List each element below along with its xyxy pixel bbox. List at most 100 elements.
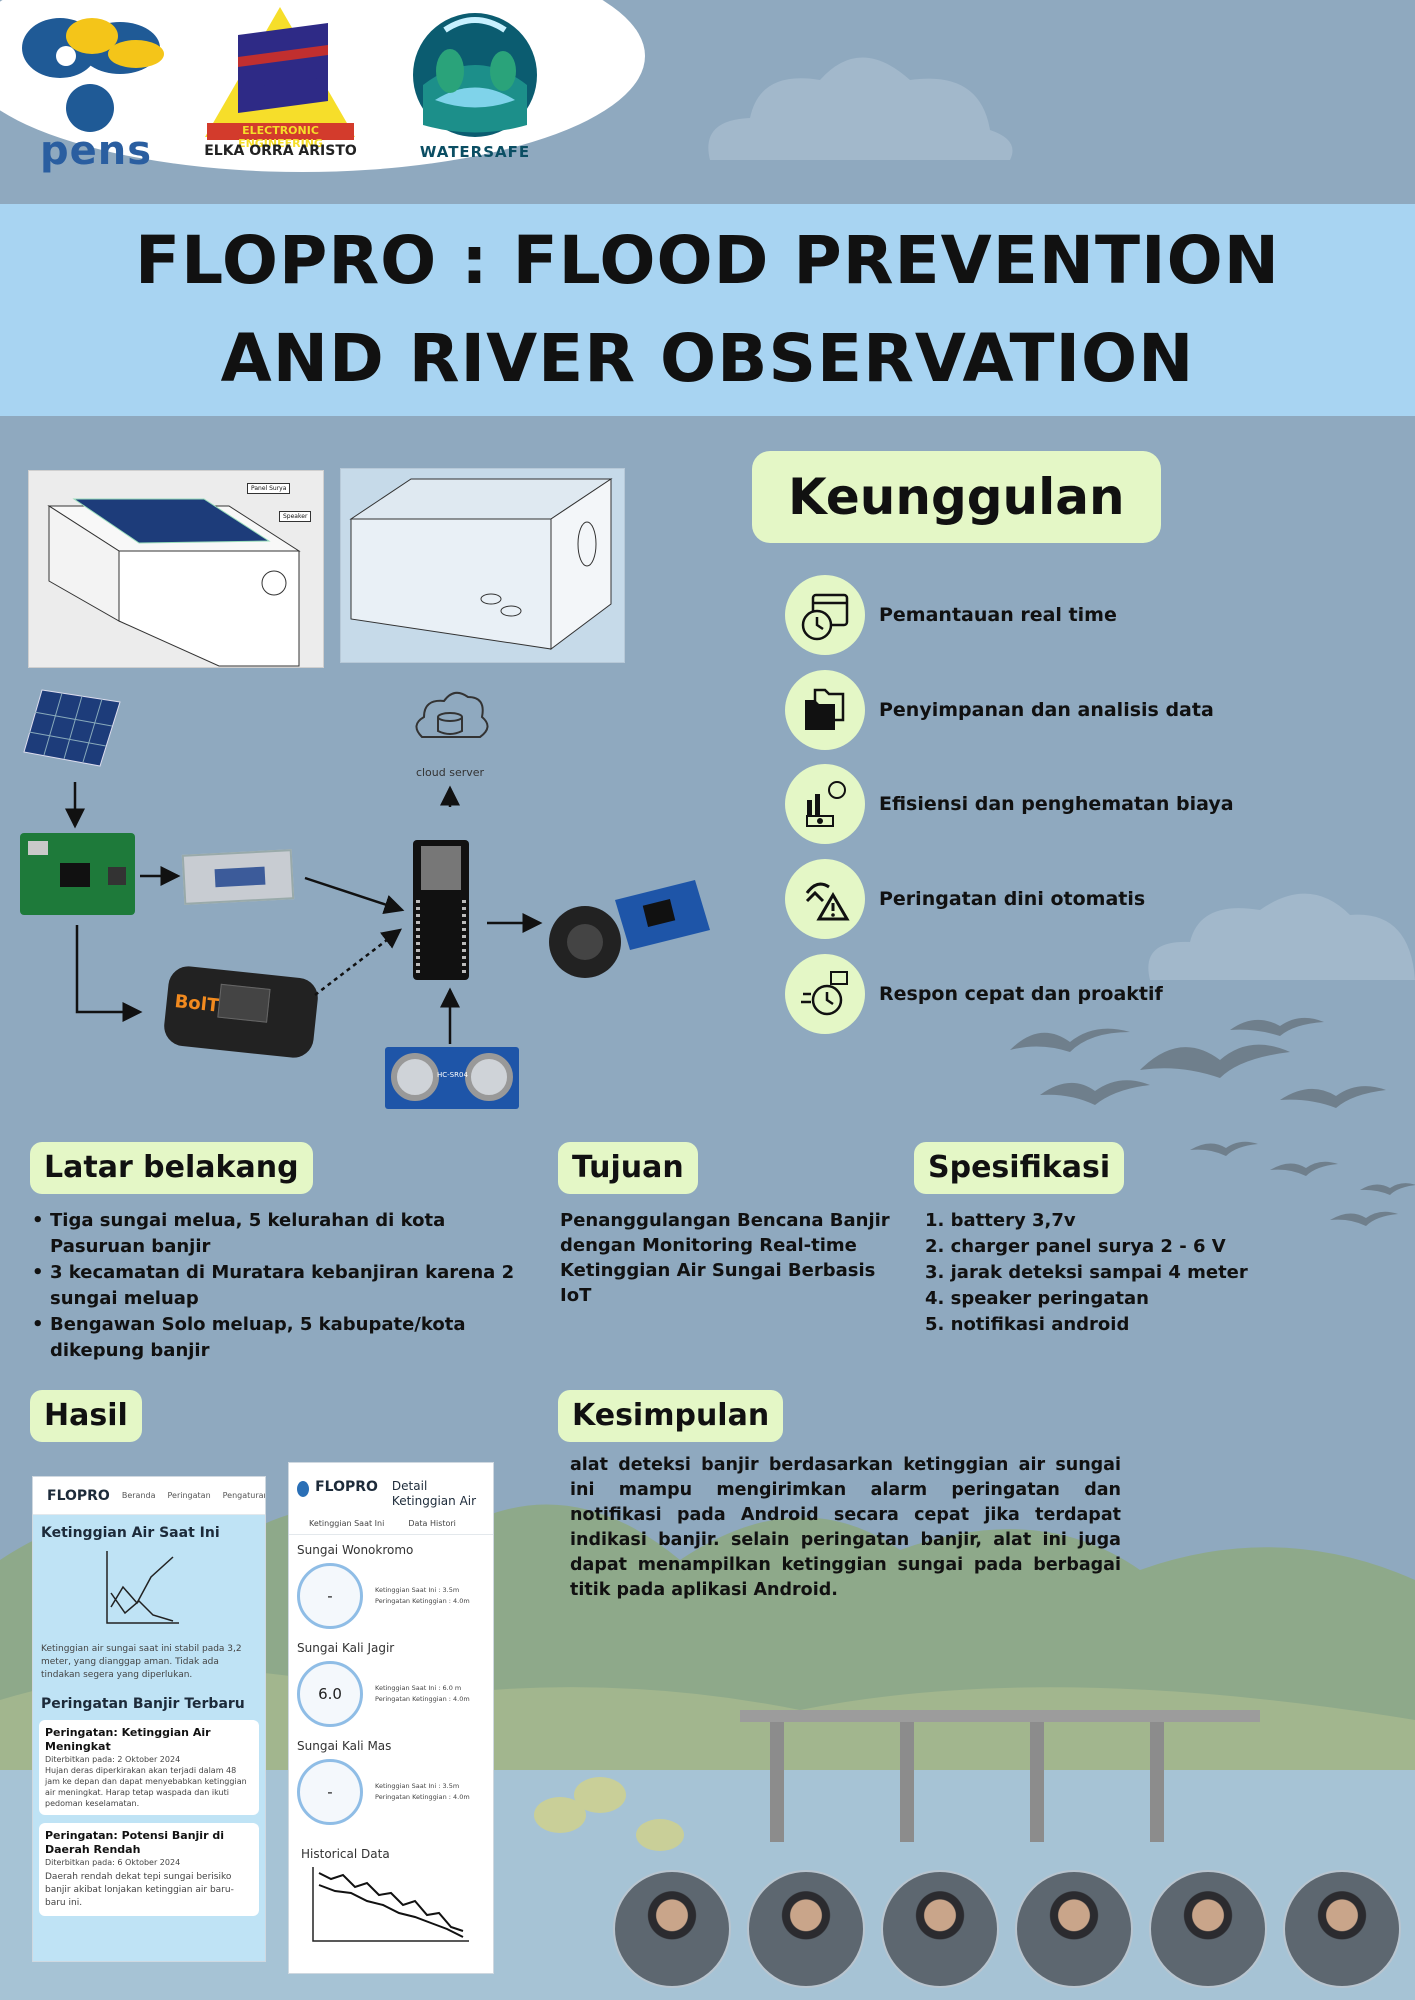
team-photo: [1283, 1870, 1401, 1988]
kesimpulan-heading: Kesimpulan: [558, 1390, 784, 1442]
solar-panel-icon: [22, 688, 122, 772]
river-card[interactable]: Sungai Wonokromo - Ketinggian Saat Ini :…: [289, 1535, 493, 1633]
alert-date: Diterbitkan pada: 6 Oktober 2024: [45, 1858, 181, 1867]
spec-item: 4. speaker peringatan: [925, 1288, 1149, 1309]
cloud-server-icon: [410, 687, 490, 751]
water-level-chart-icon: [103, 1547, 265, 1631]
diagram-arrows: [65, 782, 543, 1044]
title-band: [0, 204, 1415, 416]
app-brand: FLOPRO: [315, 1479, 378, 1495]
detail-header: Detail Ketinggian Air: [391, 1479, 477, 1508]
water-level-title: Ketinggian Air Saat Ini: [41, 1525, 220, 1541]
watersafe-text: WATERSAFE: [419, 143, 531, 161]
app-brand: FLOPRO: [47, 1487, 110, 1504]
team-photo: [881, 1870, 999, 1988]
birds-decoration: [1010, 1017, 1415, 1226]
elka-name: ELKA ORRA ARISTO: [204, 143, 357, 159]
latar-item: 3 kecamatan di Muratara kebanjiran karen…: [30, 1260, 520, 1312]
level-gauge: 6.0: [297, 1661, 363, 1727]
calendar-clock-icon: [785, 575, 865, 655]
app-topbar: FLOPRO Beranda Peringatan Pengaturan: [33, 1477, 265, 1515]
alert-body: Daerah rendah dekat tepi sungai berisiko…: [45, 1872, 234, 1908]
alerts-title: Peringatan Banjir Terbaru: [41, 1696, 245, 1712]
pens-logo: pens: [8, 8, 173, 174]
pens-logo-text: pens: [40, 128, 153, 174]
alert-card[interactable]: Peringatan: Potensi Banjir di Daerah Ren…: [39, 1823, 259, 1916]
alert-card[interactable]: Peringatan: Ketinggian Air Meningkat Dit…: [39, 1720, 259, 1815]
historical-chart-icon: [311, 1865, 493, 1949]
advantage-label: Efisiensi dan penghematan biaya: [879, 793, 1234, 815]
advantage-label: Pemantauan real time: [879, 604, 1117, 626]
latar-list: Tiga sungai melua, 5 kelurahan di kota P…: [30, 1208, 520, 1364]
ultrasonic-label: HC-SR04: [437, 1071, 468, 1079]
current-level: Ketinggian Saat Ini : 3.5m: [375, 1586, 460, 1594]
nav-home[interactable]: Beranda: [121, 1491, 156, 1500]
charger-board-icon: [20, 833, 135, 915]
cloud-decoration: [708, 57, 1013, 160]
warning-level: Peringatan Ketinggian : 4.0m: [375, 1793, 470, 1801]
advantage-item-3: Efisiensi dan penghematan biaya: [785, 764, 1234, 844]
speaker-callout: Speaker: [279, 511, 312, 522]
advantage-label: Peringatan dini otomatis: [879, 888, 1146, 910]
tab-current-level[interactable]: Ketinggian Saat Ini: [309, 1519, 385, 1528]
nav-settings[interactable]: Pengaturan: [222, 1491, 266, 1500]
current-level: Ketinggian Saat Ini : 6.0 m: [375, 1684, 462, 1692]
level-gauge: -: [297, 1563, 363, 1629]
advantage-item-1: Pemantauan real time: [785, 575, 1117, 655]
folders-icon: [785, 670, 865, 750]
historical-title: Historical Data: [301, 1847, 390, 1861]
river-name: Sungai Kali Mas: [297, 1739, 392, 1753]
latar-heading: Latar belakang: [30, 1142, 313, 1194]
keunggulan-heading: Keunggulan: [752, 451, 1161, 543]
advantage-item-4: Peringatan dini otomatis: [785, 859, 1145, 939]
spec-item: 1. battery 3,7v: [925, 1210, 1076, 1231]
kesimpulan-text: alat deteksi banjir berdasarkan ketinggi…: [570, 1455, 1121, 1600]
poster-title: FLOPRO : FLOOD PREVENTION AND RIVER OBSE…: [135, 222, 1280, 397]
cloud-server-label: cloud server: [415, 766, 485, 779]
river-name: Sungai Wonokromo: [297, 1543, 414, 1557]
hasil-heading: Hasil: [30, 1390, 142, 1442]
river-name: Sungai Kali Jagir: [297, 1641, 395, 1655]
fast-response-icon: [785, 954, 865, 1034]
tujuan-text: Penanggulangan Bencana Banjir dengan Mon…: [560, 1210, 890, 1306]
team-photo: [1149, 1870, 1267, 1988]
app-screen-home: FLOPRO Beranda Peringatan Pengaturan Ket…: [32, 1476, 266, 1962]
tab-history[interactable]: Data Histori: [408, 1519, 456, 1528]
alert-date: Diterbitkan pada: 2 Oktober 2024: [45, 1755, 181, 1764]
spec-item: 5. notifikasi android: [925, 1314, 1130, 1335]
speaker-module-icon: [545, 880, 715, 984]
advantage-label: Respon cepat dan proaktif: [879, 983, 1163, 1005]
spesifikasi-heading: Spesifikasi: [914, 1142, 1125, 1194]
tujuan-heading: Tujuan: [558, 1142, 698, 1194]
level-gauge: -: [297, 1759, 363, 1825]
team-photo: [613, 1870, 731, 1988]
latar-item: Tiga sungai melua, 5 kelurahan di kota P…: [30, 1208, 520, 1260]
warning-level: Peringatan Ketinggian : 4.0m: [375, 1695, 470, 1703]
advantage-item-2: Penyimpanan dan analisis data: [785, 670, 1214, 750]
river-card[interactable]: Sungai Kali Mas - Ketinggian Saat Ini : …: [289, 1731, 493, 1829]
water-level-description: Ketinggian air sungai saat ini stabil pa…: [41, 1644, 242, 1680]
alert-title: Peringatan: Potensi Banjir di Daerah Ren…: [45, 1829, 224, 1856]
elka-logo: ELECTRONIC ENGINEERING ELKA ORRA ARISTO: [203, 5, 358, 165]
cloud-decoration-2: [1148, 893, 1415, 980]
warning-level: Peringatan Ketinggian : 4.0m: [375, 1597, 470, 1605]
team-photo: [1015, 1870, 1133, 1988]
ultrasonic-sensor-icon: HC-SR04: [385, 1047, 519, 1109]
esp32-board-icon: [413, 840, 469, 980]
spesifikasi-list: 1. battery 3,7v 2. charger panel surya 2…: [925, 1208, 1345, 1338]
alarm-warning-icon: [785, 859, 865, 939]
river-card[interactable]: Sungai Kali Jagir 6.0 Ketinggian Saat In…: [289, 1633, 493, 1731]
spec-item: 2. charger panel surya 2 - 6 V: [925, 1236, 1226, 1257]
panel-surya-callout: Panel Surya: [247, 483, 291, 494]
alert-body: Hujan deras diperkirakan akan terjadi da…: [45, 1766, 247, 1808]
nav-alerts[interactable]: Peringatan: [167, 1491, 211, 1500]
advantage-item-5: Respon cepat dan proaktif: [785, 954, 1163, 1034]
elka-banner-text: ELECTRONIC ENGINEERING: [238, 124, 323, 150]
team-photo: [747, 1870, 865, 1988]
globe-icon: [297, 1481, 310, 1497]
cost-saving-icon: [785, 764, 865, 844]
device-render-1: Panel Surya Speaker: [28, 470, 324, 668]
current-level: Ketinggian Saat Ini : 3.5m: [375, 1782, 460, 1790]
app-screen-detail: FLOPRO Detail Ketinggian Air Ketinggian …: [288, 1462, 494, 1974]
advantage-label: Penyimpanan dan analisis data: [879, 699, 1214, 721]
